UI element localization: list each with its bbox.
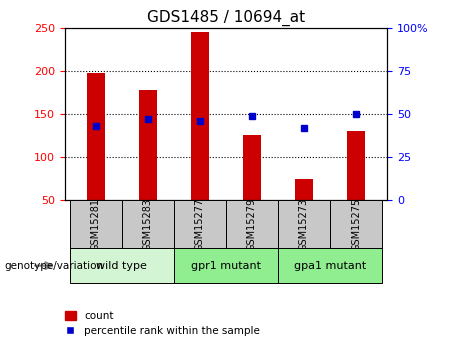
Bar — [295, 179, 313, 200]
Text: GSM15283: GSM15283 — [143, 198, 153, 251]
Text: gpa1 mutant: gpa1 mutant — [294, 261, 366, 270]
Title: GDS1485 / 10694_at: GDS1485 / 10694_at — [147, 10, 305, 26]
Bar — [87, 73, 105, 200]
Text: GSM15273: GSM15273 — [299, 198, 309, 251]
Bar — [243, 135, 261, 200]
Text: GSM15275: GSM15275 — [351, 198, 361, 251]
Bar — [347, 131, 365, 200]
FancyBboxPatch shape — [226, 200, 278, 248]
FancyBboxPatch shape — [330, 200, 382, 248]
FancyBboxPatch shape — [122, 200, 174, 248]
FancyBboxPatch shape — [70, 200, 122, 248]
FancyBboxPatch shape — [278, 200, 330, 248]
FancyBboxPatch shape — [278, 248, 382, 283]
Text: genotype/variation: genotype/variation — [5, 261, 104, 270]
Text: GSM15279: GSM15279 — [247, 198, 257, 251]
Text: wild type: wild type — [96, 261, 147, 270]
FancyBboxPatch shape — [174, 200, 226, 248]
FancyBboxPatch shape — [174, 248, 278, 283]
Text: gpr1 mutant: gpr1 mutant — [191, 261, 261, 270]
Legend: count, percentile rank within the sample: count, percentile rank within the sample — [65, 311, 260, 336]
FancyBboxPatch shape — [70, 248, 174, 283]
Text: GSM15281: GSM15281 — [91, 198, 101, 251]
Text: GSM15277: GSM15277 — [195, 198, 205, 251]
Bar — [191, 32, 209, 200]
Bar — [139, 90, 157, 200]
